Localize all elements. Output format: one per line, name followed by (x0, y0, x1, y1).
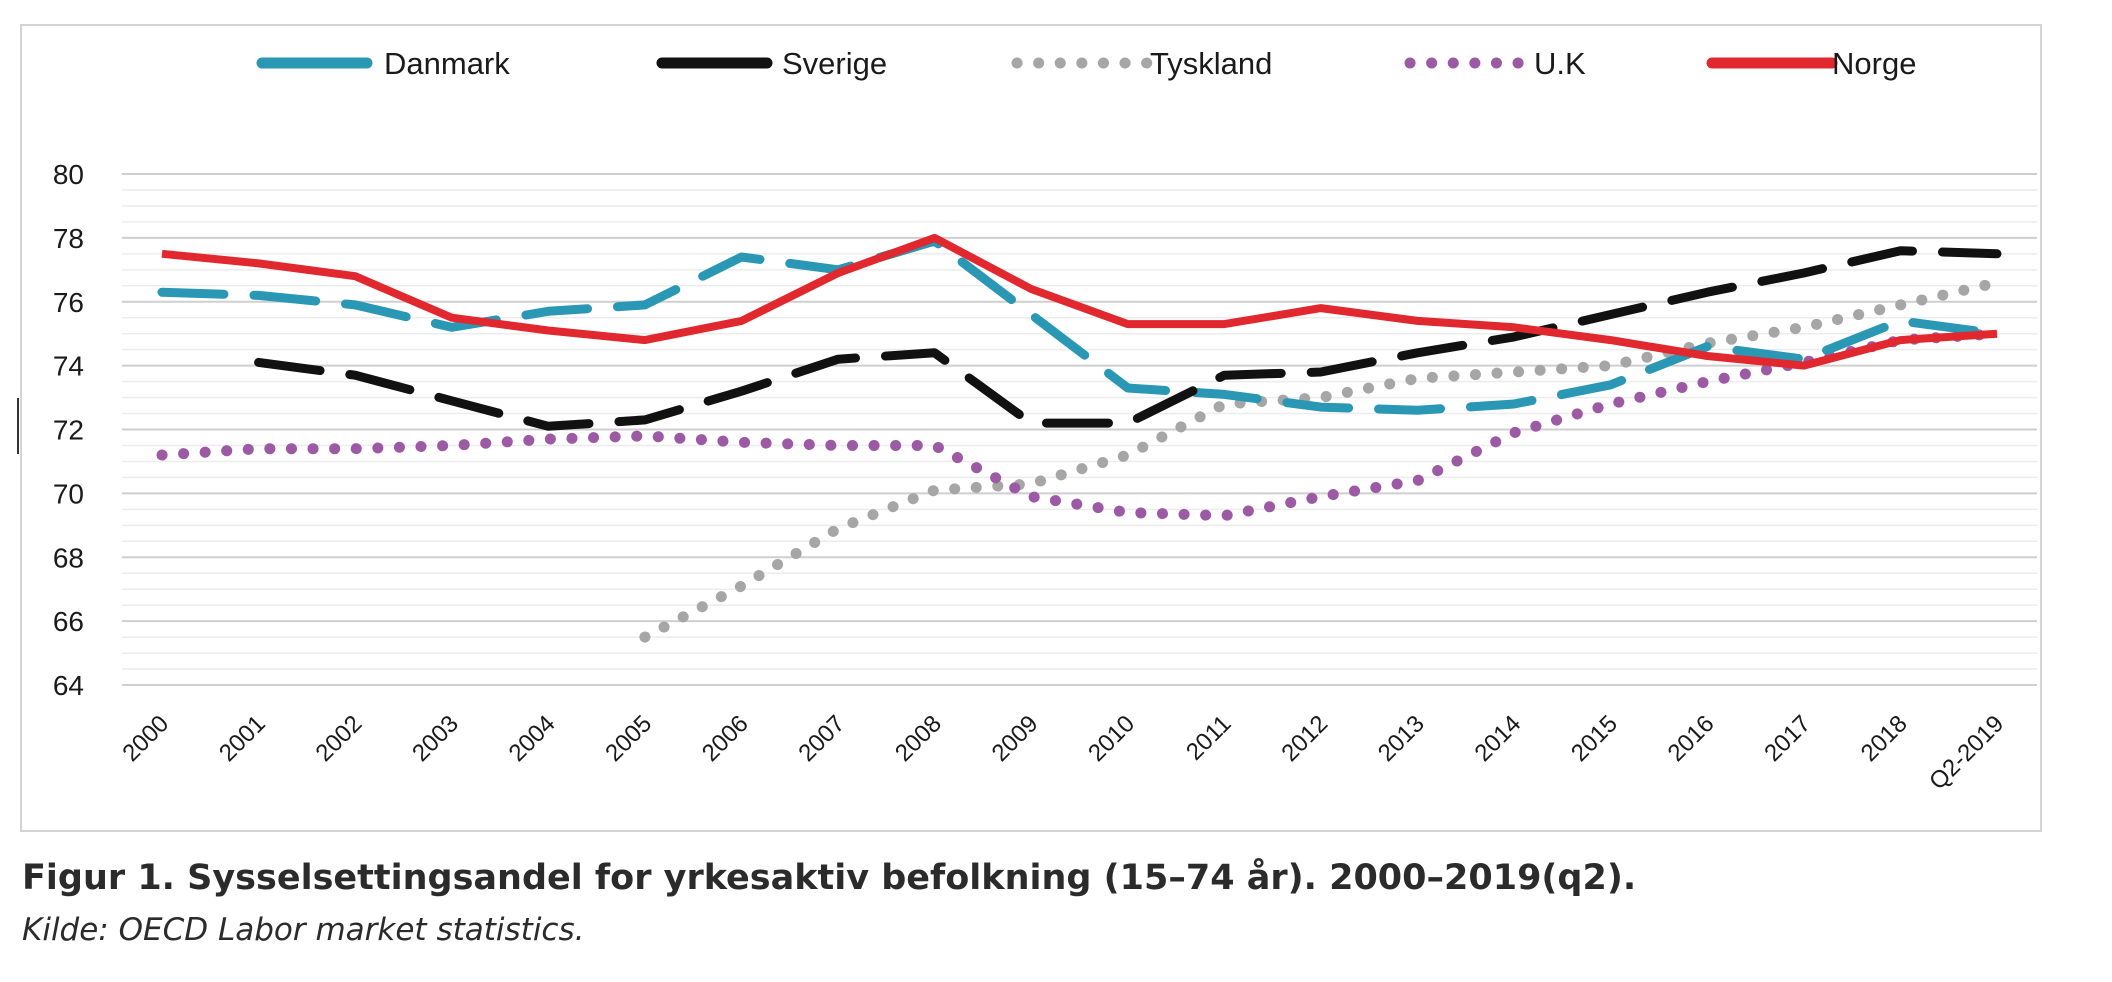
y-tick-label: 78 (53, 223, 84, 254)
legend: Danmark Sverige Tyskland U.K Norge (256, 46, 1916, 81)
x-tick-label: 2003 (407, 710, 464, 767)
x-tick-label: 2006 (697, 710, 754, 767)
x-tick-label: 2002 (311, 710, 368, 767)
x-tick-label: Q2-2019 (1924, 710, 2009, 795)
series-line-sverige (254, 246, 2002, 431)
series-line-norge (161, 233, 1998, 370)
gridlines (122, 173, 2037, 686)
series-lines (156, 233, 2003, 643)
y-axis-ticks: 64 66 68 70 72 74 76 78 80 (53, 159, 84, 701)
x-tick-label: 2008 (890, 710, 947, 767)
series-line-u-k (156, 328, 2003, 522)
x-tick-label: 2005 (600, 710, 657, 767)
series-line-danmark (157, 236, 2002, 415)
x-tick-label: 2011 (1181, 710, 1237, 766)
x-tick-label: 2015 (1566, 710, 1623, 767)
figure-source: Kilde: OECD Labor market statistics. (22, 912, 585, 948)
x-tick-label: 2007 (793, 710, 850, 767)
chart-frame: 64 66 68 70 72 74 76 78 80 2000 2001 2002 2003 2004 2… (20, 24, 2042, 832)
x-tick-label: 2004 (504, 710, 561, 767)
y-tick-label: 68 (53, 542, 84, 573)
x-tick-label: 2000 (117, 710, 174, 767)
figure-caption: Figur 1. Sysselsettingsandel for yrkesak… (22, 858, 1637, 898)
x-tick-label: 2018 (1856, 710, 1913, 767)
x-tick-label: 2010 (1083, 710, 1140, 767)
y-tick-label: 76 (53, 287, 84, 318)
y-tick-label: 66 (53, 606, 84, 637)
series-line-tyskland (639, 277, 2003, 643)
y-tick-label: 70 (53, 478, 84, 509)
y-tick-label: 80 (53, 159, 84, 190)
legend-label: Norge (1832, 46, 1916, 81)
legend-label: Tyskland (1150, 46, 1272, 81)
x-tick-label: 2014 (1470, 710, 1527, 767)
x-tick-label: 2016 (1663, 710, 1720, 767)
x-tick-label: 2001 (214, 710, 271, 767)
x-tick-label: 2012 (1276, 710, 1333, 767)
y-tick-label: 74 (53, 351, 84, 382)
legend-label: U.K (1534, 46, 1586, 81)
x-tick-label: 2013 (1373, 710, 1430, 767)
x-tick-label: 2017 (1759, 710, 1816, 767)
x-tick-label: 2009 (987, 710, 1044, 767)
frame-marker (17, 398, 19, 454)
y-tick-label: 72 (53, 415, 84, 446)
legend-label: Danmark (384, 46, 510, 81)
x-axis-ticks: 2000 2001 2002 2003 2004 2005 2006 2007 2008 2009… (117, 710, 2009, 795)
y-tick-label: 64 (53, 670, 84, 701)
legend-label: Sverige (782, 46, 887, 81)
